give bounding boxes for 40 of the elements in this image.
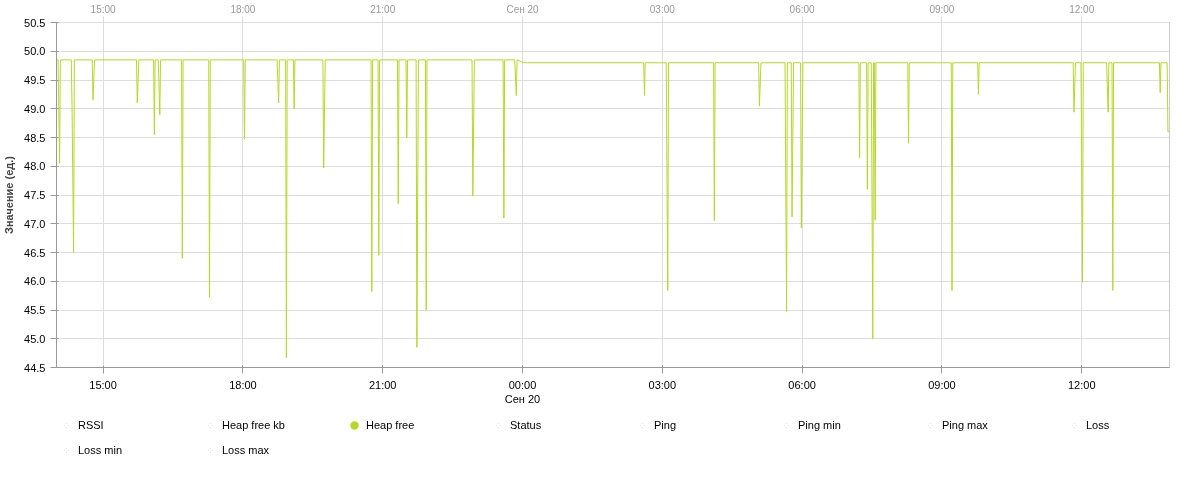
y-tick-label: 47.0 — [24, 217, 46, 230]
x-tick-label: 21:00 — [368, 378, 397, 391]
y-tick-label: 46.0 — [24, 275, 46, 288]
y-tick-label: 48.5 — [24, 131, 46, 144]
x2-tick-label: 15:00 — [90, 3, 117, 15]
y-tick-label: 49.0 — [24, 102, 46, 115]
x2-tick-label: 18:00 — [230, 3, 256, 15]
y-tick-label: 49.5 — [24, 74, 46, 86]
x2-tick-label: Сен 20 — [506, 3, 540, 15]
x2-tick-label: 12:00 — [1069, 3, 1095, 15]
y-tick-label: 50.5 — [24, 16, 46, 29]
x2-tick-label: 21:00 — [370, 3, 396, 15]
legend-label: Loss — [1086, 418, 1111, 433]
x2-tick-label: 06:00 — [789, 3, 816, 15]
x-tick-label: 18:00 — [229, 378, 257, 391]
legend-label: Ping min — [798, 418, 842, 433]
legend-label: Loss min — [78, 443, 124, 458]
legend-label: Heap free kb — [222, 418, 286, 433]
x-tick-label: 09:00 — [928, 378, 956, 391]
y-tick-label: 47.5 — [24, 189, 46, 201]
x-tick-label: 06:00 — [788, 378, 816, 391]
legend-label: Status — [510, 418, 543, 433]
y-axis-title: Значение (ед.) — [3, 155, 16, 234]
y-tick-label: 48.0 — [24, 160, 46, 173]
y-tick-label: 45.0 — [24, 332, 46, 345]
x-tick-label: 12:00 — [1067, 378, 1096, 391]
y-tick-label: 44.5 — [24, 361, 46, 374]
legend-label: Loss max — [222, 443, 271, 458]
legend-label: Ping max — [942, 418, 989, 433]
x-tick-label: 03:00 — [648, 378, 677, 391]
legend-label: Heap free — [366, 418, 416, 433]
x2-tick-label: 03:00 — [649, 3, 676, 15]
x-tick-label: 00:00 Сен 20 — [504, 378, 541, 405]
legend-label: RSSI — [78, 418, 105, 433]
y-tick-label: 46.5 — [24, 246, 46, 259]
x-tick-label: 15:00 — [89, 378, 117, 391]
y-tick-label: 45.5 — [24, 304, 46, 316]
legend-label: Ping — [654, 418, 678, 433]
y-tick-label: 50.0 — [24, 45, 46, 58]
x2-tick-label: 09:00 — [929, 3, 955, 15]
